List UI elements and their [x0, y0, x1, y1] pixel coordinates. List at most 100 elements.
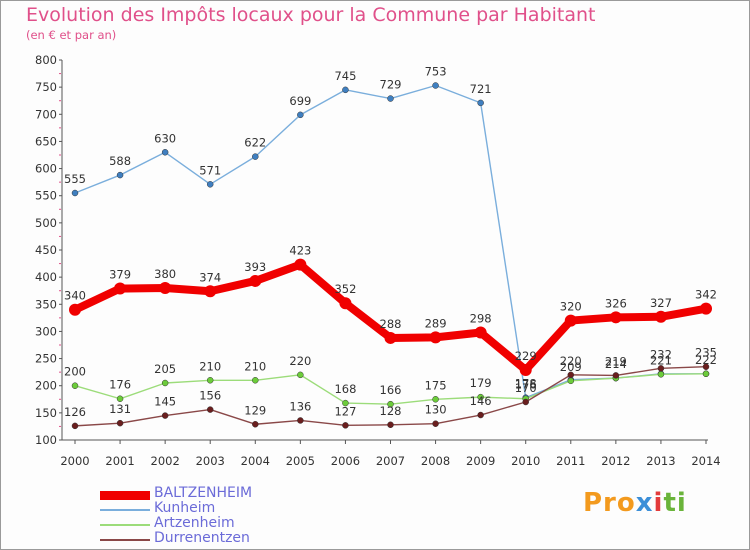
y-tick-label: 800 [35, 53, 57, 67]
y-tick-label: 150 [35, 406, 57, 420]
data-label: 753 [425, 65, 447, 79]
y-tick-label: 100 [35, 433, 57, 447]
y-tick-label: 700 [35, 107, 57, 121]
data-label: 232 [650, 347, 672, 361]
y-tick-label: 200 [35, 379, 57, 393]
data-label: 127 [334, 404, 356, 418]
data-label: 214 [605, 357, 627, 371]
data-point [654, 310, 667, 323]
legend-label: Durrenentzen [154, 530, 250, 546]
data-point [249, 274, 262, 287]
x-tick-label: 2011 [556, 454, 585, 468]
logo-letter: i [653, 488, 664, 518]
data-label: 176 [109, 378, 131, 392]
data-label: 320 [560, 300, 582, 314]
data-point [252, 153, 259, 160]
data-point [342, 422, 349, 429]
data-label: 229 [515, 349, 537, 363]
x-tick-label: 2008 [421, 454, 450, 468]
data-label: 393 [244, 260, 266, 274]
data-point [387, 95, 394, 102]
data-label: 200 [64, 365, 86, 379]
data-point [564, 314, 577, 327]
data-point [297, 371, 304, 379]
y-tick-label: 450 [35, 243, 57, 257]
data-label: 288 [380, 317, 402, 331]
y-tick-label: 600 [35, 162, 57, 176]
data-point [702, 370, 710, 378]
data-point [159, 282, 172, 294]
data-point [206, 377, 214, 384]
data-label: 380 [154, 267, 176, 281]
data-label: 136 [289, 399, 311, 413]
data-point [477, 411, 484, 419]
proxiti-logo: Proxiti [583, 488, 687, 518]
data-point [252, 377, 259, 384]
data-label: 170 [515, 381, 537, 395]
legend-swatch [100, 524, 150, 526]
legend-label: BALTZENHEIM [154, 485, 253, 501]
data-label: 298 [470, 312, 492, 326]
data-label: 340 [64, 289, 86, 303]
x-tick-label: 2010 [511, 454, 540, 468]
data-point [477, 393, 484, 401]
data-point [294, 258, 307, 271]
data-label: 379 [109, 268, 131, 282]
data-point [297, 111, 304, 119]
x-tick-label: 2007 [376, 454, 405, 468]
data-label: 129 [244, 403, 266, 417]
data-point [71, 382, 79, 389]
data-point [116, 171, 124, 179]
data-point [71, 189, 79, 197]
y-tick-label: 350 [35, 297, 57, 311]
data-label: 374 [199, 270, 221, 284]
data-label: 555 [64, 172, 86, 186]
data-point [519, 363, 532, 376]
data-point [339, 297, 352, 310]
logo-letter: x [635, 488, 654, 518]
x-tick-label: 2012 [601, 454, 630, 468]
data-point [71, 422, 79, 430]
data-point [204, 285, 217, 298]
data-point [297, 417, 304, 424]
data-label: 176 [515, 378, 537, 392]
data-label: 630 [154, 131, 176, 145]
data-point [387, 421, 394, 429]
data-point [206, 406, 214, 413]
data-label: 622 [244, 136, 266, 150]
y-tick-label: 300 [35, 324, 57, 338]
data-point [609, 311, 622, 324]
data-point [116, 419, 124, 427]
data-point [432, 396, 439, 403]
data-point [474, 326, 487, 339]
x-tick-label: 2014 [691, 454, 720, 468]
data-label: 220 [560, 354, 582, 368]
y-tick-label: 750 [35, 80, 57, 94]
y-tick-label: 500 [35, 216, 57, 230]
x-tick-label: 2004 [241, 454, 270, 468]
data-label: 209 [560, 360, 582, 374]
data-label: 729 [380, 78, 402, 92]
y-tick-label: 400 [35, 270, 57, 284]
x-tick-label: 2000 [60, 454, 89, 468]
data-point [69, 303, 81, 316]
x-tick-label: 2013 [646, 454, 675, 468]
data-point [432, 82, 439, 89]
y-tick-label: 250 [35, 352, 57, 366]
data-point [116, 395, 124, 402]
data-point [384, 331, 397, 344]
data-label: 326 [605, 296, 627, 310]
legend-swatch [100, 490, 150, 500]
data-point [612, 372, 620, 379]
data-label: 156 [199, 389, 221, 403]
data-point [161, 412, 169, 419]
legend-label: Kunheim [154, 500, 216, 516]
data-point [567, 371, 575, 379]
data-label: 126 [64, 405, 86, 419]
data-point [522, 398, 529, 406]
data-label: 327 [650, 296, 672, 310]
logo-letter: Pro [583, 488, 636, 518]
data-point [342, 86, 349, 94]
x-tick-label: 2003 [196, 454, 225, 468]
